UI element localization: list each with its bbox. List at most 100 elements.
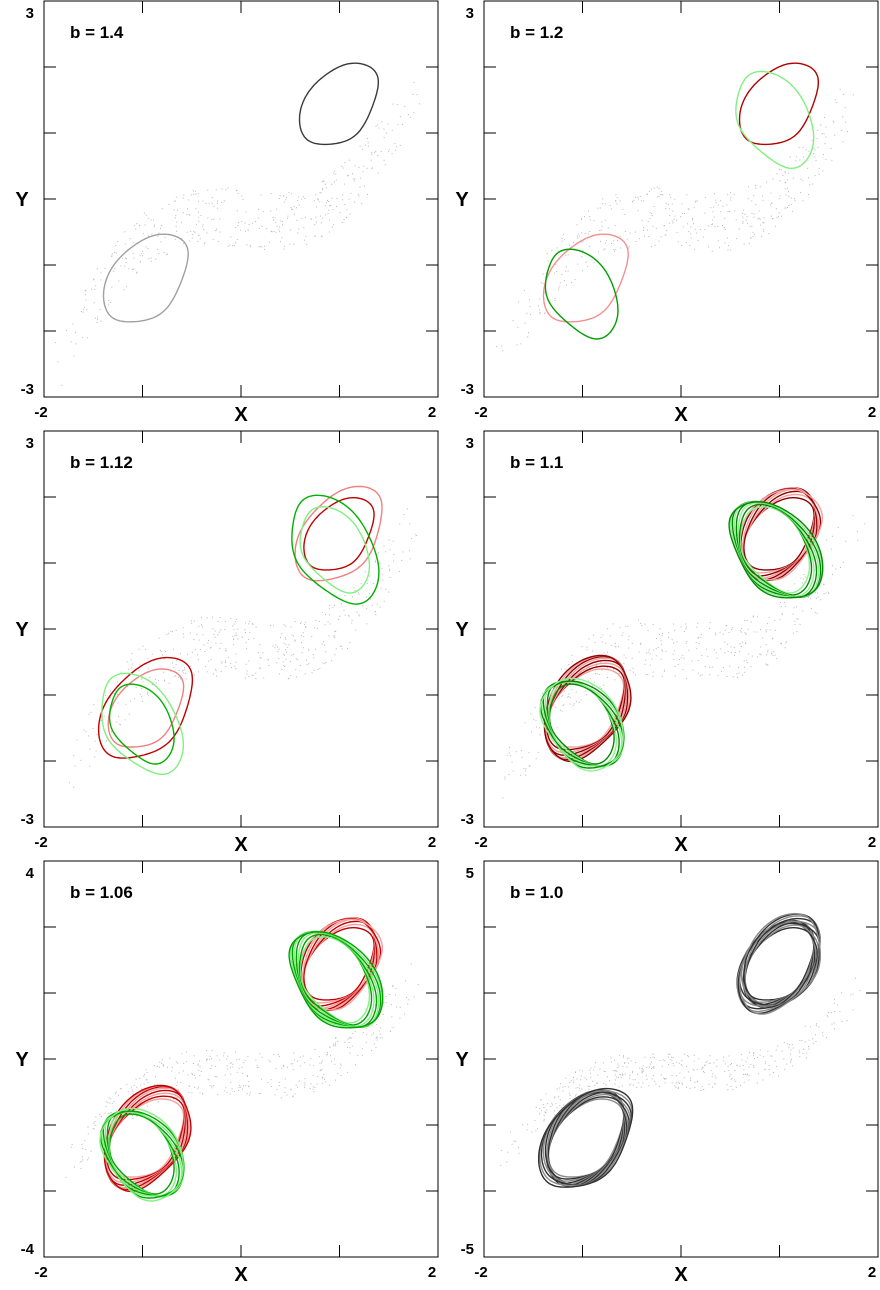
y-axis-label: Y	[15, 1049, 29, 1071]
background-point	[299, 1065, 301, 1067]
background-point	[759, 653, 761, 655]
background-point	[614, 1059, 616, 1061]
background-point	[382, 579, 384, 581]
background-point	[230, 1081, 232, 1083]
background-point	[642, 1070, 644, 1072]
background-point	[559, 282, 561, 284]
background-point	[825, 136, 827, 138]
attractor-trace-loop	[291, 494, 380, 605]
background-point	[817, 129, 819, 131]
background-point	[822, 583, 824, 585]
background-point	[215, 670, 217, 672]
background-point	[361, 1048, 363, 1050]
background-point	[770, 192, 772, 194]
background-point	[688, 649, 690, 651]
background-point	[709, 1062, 711, 1064]
background-point	[378, 127, 380, 129]
background-point	[373, 1043, 375, 1045]
background-point	[715, 199, 717, 201]
background-point	[410, 963, 412, 965]
background-point	[191, 651, 193, 653]
background-point	[291, 654, 293, 656]
background-point	[376, 124, 378, 126]
background-point	[93, 1128, 95, 1130]
background-point	[153, 1065, 155, 1067]
background-point	[166, 1066, 168, 1068]
background-point	[825, 126, 827, 128]
background-point	[709, 628, 711, 630]
background-point	[647, 629, 649, 631]
background-point	[278, 1085, 280, 1087]
background-point	[812, 1038, 814, 1040]
background-point	[713, 1062, 715, 1064]
background-point	[362, 1031, 364, 1033]
background-point	[778, 216, 780, 218]
background-point	[190, 622, 192, 624]
background-point	[194, 1077, 196, 1079]
background-point	[348, 614, 350, 616]
background-point	[90, 711, 92, 713]
background-point	[756, 1056, 758, 1058]
background-point	[139, 254, 141, 256]
background-point	[827, 591, 829, 593]
background-point	[728, 245, 730, 247]
background-point	[274, 1094, 276, 1096]
background-point	[273, 1053, 275, 1055]
background-point	[643, 200, 645, 202]
background-point	[92, 1128, 94, 1130]
background-point	[131, 268, 133, 270]
background-point	[746, 216, 748, 218]
background-point	[347, 1038, 349, 1040]
background-point	[575, 1071, 577, 1073]
background-point	[130, 1086, 132, 1088]
background-point	[85, 731, 87, 733]
background-point	[244, 622, 246, 624]
background-point	[636, 1087, 638, 1089]
background-point	[379, 1037, 381, 1039]
background-point	[556, 270, 558, 272]
background-point	[543, 1120, 545, 1122]
background-point	[334, 604, 336, 606]
attractor-trace-loop	[736, 917, 821, 1010]
background-point	[142, 645, 144, 647]
background-point	[586, 649, 588, 651]
background-point	[252, 675, 254, 677]
background-point	[237, 638, 239, 640]
background-point	[834, 134, 836, 136]
background-point	[781, 614, 783, 616]
background-point	[292, 1095, 294, 1097]
background-point	[745, 1060, 747, 1062]
background-point	[724, 629, 726, 631]
background-point	[117, 681, 119, 683]
attractor-trace-loop	[103, 1084, 192, 1193]
background-point	[334, 1079, 336, 1081]
background-point	[195, 193, 197, 195]
background-point	[104, 694, 106, 696]
background-point	[511, 1143, 513, 1145]
background-point	[692, 1068, 694, 1070]
background-point	[193, 620, 195, 622]
background-point	[693, 1060, 695, 1062]
background-point	[653, 649, 655, 651]
background-point	[607, 667, 609, 669]
background-point	[735, 1086, 737, 1088]
background-point	[704, 212, 706, 214]
background-point	[747, 198, 749, 200]
background-point	[521, 750, 523, 752]
background-point	[761, 236, 763, 238]
background-point	[604, 203, 606, 205]
background-point	[198, 220, 200, 222]
background-point	[81, 337, 83, 339]
background-point	[539, 734, 541, 736]
background-point	[743, 1074, 745, 1076]
attractor-trace-loop	[102, 233, 189, 323]
background-point	[673, 218, 675, 220]
background-point	[357, 1055, 359, 1057]
background-point	[660, 640, 662, 642]
background-point	[358, 614, 360, 616]
background-point	[757, 616, 759, 618]
background-point	[213, 633, 215, 635]
background-point	[221, 201, 223, 203]
background-point	[647, 220, 649, 222]
attractor-trace-loop	[297, 932, 375, 1028]
